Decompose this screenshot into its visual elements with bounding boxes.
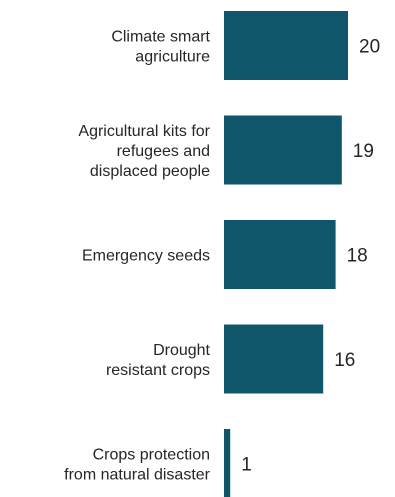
category-label-line: Climate smart bbox=[111, 29, 210, 46]
category-label-line: resistant crops bbox=[106, 362, 210, 379]
bars-group bbox=[224, 11, 348, 497]
category-label-0: Climate smart agriculture bbox=[111, 29, 210, 66]
bar-1 bbox=[224, 115, 342, 185]
category-label-line: Emergency seeds bbox=[82, 248, 210, 265]
category-label-line: displaced people bbox=[90, 163, 210, 180]
value-label-2: 18 bbox=[347, 246, 368, 267]
category-label-line: refugees and bbox=[117, 143, 210, 160]
value-label-4: 1 bbox=[241, 455, 252, 476]
bar-3 bbox=[224, 324, 324, 394]
bar-0 bbox=[224, 11, 348, 80]
bar-4 bbox=[224, 429, 231, 497]
category-label-1: Agricultural kits for refugees and displac… bbox=[78, 123, 210, 180]
value-labels-group: 20 19 18 16 1 bbox=[241, 37, 380, 476]
category-label-4: Crops protection from natural disaster bbox=[64, 447, 211, 484]
bar-2 bbox=[224, 220, 336, 289]
category-label-3: Drought resistant crops bbox=[106, 342, 211, 379]
category-labels-group: Climate smart agriculture Agricultural kit… bbox=[64, 29, 211, 484]
value-label-0: 20 bbox=[359, 37, 380, 58]
category-label-line: from natural disaster bbox=[64, 467, 211, 484]
category-label-2: Emergency seeds bbox=[82, 248, 210, 265]
category-label-line: agriculture bbox=[135, 49, 210, 66]
value-label-3: 16 bbox=[334, 350, 355, 371]
category-label-line: Crops protection bbox=[93, 447, 210, 464]
category-label-line: Drought bbox=[153, 342, 210, 359]
value-label-1: 19 bbox=[353, 141, 374, 162]
category-label-line: Agricultural kits for bbox=[78, 123, 210, 140]
